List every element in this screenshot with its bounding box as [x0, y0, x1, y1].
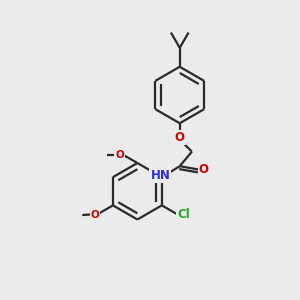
Text: O: O — [199, 163, 209, 176]
Text: Cl: Cl — [177, 208, 190, 221]
Text: HN: HN — [150, 169, 170, 182]
Text: O: O — [175, 130, 185, 144]
Text: O: O — [91, 210, 100, 220]
Text: O: O — [115, 150, 124, 160]
